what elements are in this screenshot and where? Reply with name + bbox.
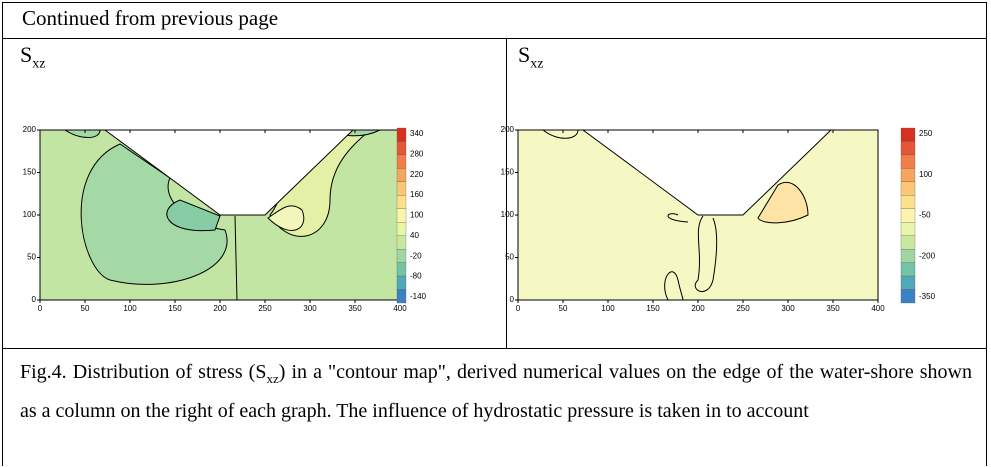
x-tick-label: 150 (646, 304, 660, 313)
row-border (2, 38, 987, 39)
y-tick-label: 50 (505, 253, 514, 262)
caption-sub: xz (266, 371, 279, 386)
colorbar-label: -80 (410, 272, 422, 281)
y-tick-label: 50 (27, 253, 36, 262)
colorbar-band (396, 181, 407, 196)
colorbar-band (396, 235, 407, 250)
y-tick-label: 0 (510, 295, 515, 304)
x-tick-label: 50 (81, 304, 90, 313)
colorbar-band (900, 275, 916, 290)
contour (694, 215, 718, 292)
x-tick-label: 0 (516, 304, 521, 313)
x-tick-label: 250 (258, 304, 272, 313)
x-tick-label: 50 (559, 304, 568, 313)
x-tick-label: 100 (601, 304, 615, 313)
colorbar-label: 250 (919, 129, 933, 138)
contour (166, 199, 221, 232)
caption: Fig.4. Distribution of stress (Sxz) in a… (20, 356, 972, 427)
colorbar-label: -200 (919, 251, 936, 260)
colorbar-label: 40 (410, 231, 419, 240)
colorbar-band (396, 275, 407, 290)
x-tick-label: 200 (213, 304, 227, 313)
colorbar-label: 280 (410, 149, 424, 158)
x-tick-label: 250 (736, 304, 750, 313)
colorbar-band (900, 249, 916, 263)
panel-label: Sxz (20, 42, 45, 72)
colorbar-band (900, 195, 916, 209)
x-tick-label: 350 (348, 304, 362, 313)
colorbar-label: -20 (410, 251, 422, 260)
x-tick-label: 400 (871, 304, 885, 313)
y-tick-label: 200 (501, 125, 515, 134)
label-sub: xz (32, 56, 46, 72)
colorbar-band (396, 127, 407, 142)
contour (667, 213, 689, 223)
x-tick-label: 350 (826, 304, 840, 313)
label-s: S (20, 42, 33, 67)
colorbar-band (900, 154, 916, 169)
colorbar-label: -50 (919, 211, 931, 220)
caption-text: ) in a "contour map", derived numerical … (20, 361, 972, 422)
colorbar-band (900, 222, 916, 236)
column-border (506, 38, 507, 348)
colorbar-band (396, 289, 407, 304)
colorbar-band (396, 262, 407, 277)
colorbar-band (900, 235, 916, 250)
contour (664, 271, 684, 301)
colorbar-label: 100 (410, 211, 424, 220)
colorbar-label: 100 (919, 170, 933, 179)
x-tick-label: 200 (691, 304, 705, 313)
colorbar-label: -350 (919, 292, 936, 301)
colorbar-band (396, 168, 407, 182)
colorbar-band (900, 127, 916, 142)
colorbar-band (396, 249, 407, 263)
colorbar-band (900, 262, 916, 277)
label-s: S (518, 42, 531, 67)
y-tick-label: 200 (23, 125, 37, 134)
colorbar-label: 160 (410, 190, 424, 199)
colorbar-band (396, 222, 407, 236)
y-tick-label: 0 (32, 295, 37, 304)
contour (757, 182, 809, 224)
y-tick-label: 150 (23, 168, 37, 177)
x-tick-label: 300 (303, 304, 317, 313)
contour (234, 215, 238, 301)
colorbar-band (900, 168, 916, 182)
colorbar-band (396, 208, 407, 223)
caption-text: Fig.4. Distribution of stress (S (20, 361, 267, 383)
x-tick-label: 100 (123, 304, 137, 313)
colorbar-band (900, 289, 916, 304)
row-border (2, 348, 987, 349)
contour (267, 205, 305, 231)
colorbar-band (900, 141, 916, 156)
colorbar-band (396, 195, 407, 209)
plot-left (39, 129, 401, 301)
colorbar-band (900, 208, 916, 223)
y-tick-label: 150 (501, 168, 515, 177)
x-tick-label: 300 (781, 304, 795, 313)
colorbar-label: 340 (410, 129, 424, 138)
plot-right (517, 129, 879, 301)
y-tick-label: 100 (23, 210, 37, 219)
contour (542, 129, 579, 139)
x-tick-label: 400 (393, 304, 407, 313)
colorbar-band (396, 141, 407, 156)
y-tick-label: 100 (501, 210, 515, 219)
colorbar-label: -140 (410, 292, 427, 301)
panel-label: Sxz (518, 42, 543, 72)
colorbar-band (396, 154, 407, 169)
colorbar-band (900, 181, 916, 196)
x-tick-label: 150 (168, 304, 182, 313)
label-sub: xz (530, 56, 544, 72)
header: Continued from previous page (22, 6, 279, 30)
x-tick-label: 0 (38, 304, 43, 313)
colorbar-label: 220 (410, 170, 424, 179)
